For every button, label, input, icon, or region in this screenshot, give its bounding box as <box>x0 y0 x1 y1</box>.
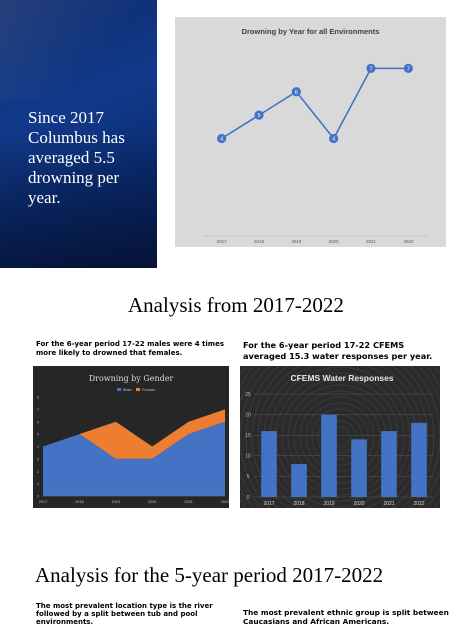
legend-swatch-female <box>136 388 140 391</box>
bar <box>411 422 427 497</box>
drowning-by-gender-chart: Drowning by Gender Male Female 0 1 2 3 4 5 6 7 8 201… <box>33 366 229 508</box>
data-label: 7 <box>407 66 410 72</box>
background-ring <box>305 402 375 472</box>
chart-title: Drowning by Gender <box>89 374 174 383</box>
x-tick-label: 2021 <box>184 500 192 504</box>
legend-label-female: Female <box>142 387 156 392</box>
data-label: 4 <box>220 137 223 143</box>
data-point <box>403 63 413 73</box>
female-area <box>43 409 225 459</box>
y-tick-label: 5 <box>247 474 250 480</box>
data-label: 4 <box>332 137 335 143</box>
y-tick-label: 7 <box>37 408 39 412</box>
x-tick-label: 2021 <box>383 501 394 507</box>
background-ring <box>299 396 381 478</box>
data-label: 6 <box>295 90 298 96</box>
data-point <box>291 87 301 97</box>
y-tick-label: 4 <box>37 445 39 449</box>
male-area <box>43 421 225 496</box>
data-point <box>217 133 227 144</box>
bar <box>351 439 367 497</box>
panel-sheen <box>0 0 157 100</box>
y-tick-label: 8 <box>37 396 39 400</box>
cfems-water-responses-chart: CFEMS Water Responses 0 5 10 15 20 25 2017 2018 2… <box>240 366 440 508</box>
bar <box>291 464 307 497</box>
y-tick-label: 3 <box>37 457 39 461</box>
x-tick-label: 2019 <box>291 239 302 244</box>
average-statement: Since 2017 Columbus has averaged 5.5 dro… <box>28 108 125 207</box>
y-tick-label: 6 <box>37 420 39 424</box>
background-ring <box>293 390 387 484</box>
data-label: 5 <box>257 113 260 119</box>
cfems-water-responses-svg: CFEMS Water Responses 0 5 10 15 20 25 2017 2018 2… <box>240 366 440 508</box>
bar <box>381 431 397 497</box>
chart-title: CFEMS Water Responses <box>290 373 393 383</box>
x-tick-label: 2017 <box>263 501 274 507</box>
y-tick-label: 5 <box>37 433 39 437</box>
background-ring <box>311 408 369 466</box>
x-tick-label: 2019 <box>112 500 120 504</box>
panel-shadow <box>0 130 157 268</box>
analysis-heading: Analysis from 2017-2022 <box>128 293 344 317</box>
legend-label-male: Male <box>123 387 132 392</box>
x-tick-label: 2020 <box>148 500 156 504</box>
x-tick-label: 2017 <box>217 239 228 244</box>
chart-title: Drowning by Year for all Environments <box>242 27 380 36</box>
data-point <box>329 133 339 144</box>
x-tick-label: 2022 <box>403 239 414 244</box>
y-tick-label: 10 <box>245 454 251 460</box>
background-ring <box>251 366 429 508</box>
data-point <box>366 63 376 73</box>
x-tick-label: 2020 <box>329 239 340 244</box>
legend-swatch-male <box>117 388 121 391</box>
background-ring <box>245 366 435 508</box>
background-ring <box>281 378 399 496</box>
location-caption: The most prevalent location type is the … <box>36 602 213 626</box>
y-tick-label: 0 <box>247 495 250 501</box>
x-tick-label: 2018 <box>254 239 265 244</box>
x-tick-label: 2018 <box>293 501 304 507</box>
x-tick-label: 2022 <box>221 500 229 504</box>
y-tick-label: 1 <box>37 482 39 486</box>
drowning-by-year-svg: Drowning by Year for all Environments 4 20… <box>203 27 427 244</box>
drowning-by-year-chart: Drowning by Year for all Environments 4 20… <box>175 17 446 247</box>
ethnic-caption: The most prevalent ethnic group is split… <box>243 608 449 626</box>
x-tick-label: 2021 <box>366 239 377 244</box>
x-tick-label: 2018 <box>75 500 83 504</box>
drowning-by-gender-svg: Drowning by Gender Male Female 0 1 2 3 4 5 6 7 8 201… <box>37 374 229 504</box>
data-label: 7 <box>369 66 372 72</box>
bar <box>261 431 277 497</box>
gender-caption: For the 6-year period 17-22 males were 4… <box>36 340 224 357</box>
five-year-heading: Analysis for the 5-year period 2017-2022 <box>35 563 384 587</box>
bar <box>321 414 337 497</box>
series-line <box>221 67 409 140</box>
y-tick-label: 0 <box>37 495 39 499</box>
y-tick-label: 15 <box>245 433 251 439</box>
y-tick-label: 2 <box>37 470 39 474</box>
data-point <box>254 110 264 120</box>
x-tick-label: 2020 <box>353 501 364 507</box>
cfems-caption: For the 6-year period 17-22 CFEMS averag… <box>243 340 433 361</box>
x-tick-label: 2017 <box>39 500 47 504</box>
title-panel: Since 2017 Columbus has averaged 5.5 dro… <box>0 0 157 268</box>
y-tick-label: 25 <box>245 392 251 398</box>
y-tick-label: 20 <box>245 412 251 418</box>
x-tick-label: 2022 <box>413 501 424 507</box>
background-ring <box>317 414 363 460</box>
x-tick-label: 2019 <box>323 501 334 507</box>
